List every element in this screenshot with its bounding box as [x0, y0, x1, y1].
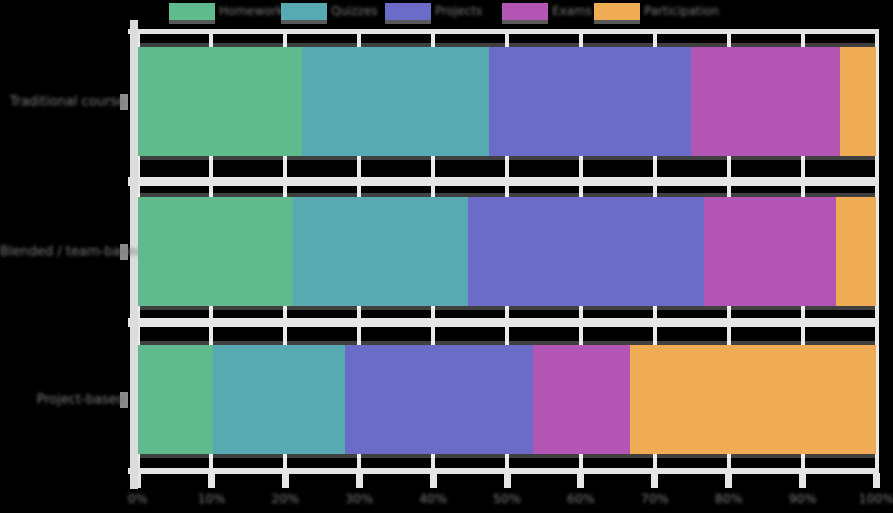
bar-segment-projects: [488, 47, 691, 156]
legend-label: Homework: [219, 4, 284, 18]
legend-label: Participation: [644, 4, 719, 18]
x-tick-label: 90%: [788, 491, 817, 506]
legend-label: Quizzes: [331, 4, 378, 18]
bar-segment-participation: [840, 47, 877, 156]
x-tick-label: 100%: [858, 491, 893, 506]
x-tick-label: 0%: [127, 491, 148, 506]
legend-swatch: [281, 3, 327, 20]
x-tick-mark: [577, 473, 585, 488]
x-tick-mark: [281, 473, 289, 488]
x-tick-mark: [134, 473, 141, 488]
legend-swatch: [594, 3, 640, 20]
x-tick-mark: [355, 473, 363, 488]
x-tick-label: 10%: [197, 491, 226, 506]
y-tick-mark: [120, 243, 128, 260]
legend-swatch: [502, 3, 548, 20]
y-tick-mark: [120, 391, 128, 408]
bar-segment-projects: [345, 345, 533, 454]
x-gridline: [874, 32, 879, 468]
x-tick-label: 70%: [640, 491, 669, 506]
bar-segment-quizzes: [212, 345, 346, 454]
x-tick-mark: [503, 473, 511, 488]
bar-row: [137, 345, 877, 454]
y-axis-spine: [130, 20, 138, 489]
row-separator-line: [128, 317, 879, 327]
x-tick-label: 80%: [714, 491, 743, 506]
bar-segment-participation: [630, 345, 877, 454]
x-tick-label: 20%: [271, 491, 300, 506]
category-label: Traditional course: [9, 94, 125, 109]
plot-bottom-border: [128, 468, 879, 474]
x-tick-label: 30%: [345, 491, 374, 506]
bar-segment-exams: [691, 47, 841, 156]
bar-segment-homework: [137, 345, 213, 454]
x-tick-mark: [429, 473, 437, 488]
bar-segment-homework: [137, 47, 303, 156]
plot-top-border: [128, 29, 879, 34]
bar-row: [137, 47, 877, 156]
x-tick-mark: [725, 473, 733, 488]
legend-swatch: [169, 3, 215, 20]
x-tick-label: 60%: [566, 491, 595, 506]
y-tick-mark: [120, 93, 128, 110]
x-tick-label: 50%: [493, 491, 521, 506]
category-label: Blended / team-based: [0, 244, 144, 259]
bar-row: [137, 197, 877, 306]
x-tick-mark: [873, 473, 880, 488]
bar-segment-exams: [532, 345, 631, 454]
legend-swatch: [385, 3, 431, 20]
bar-segment-quizzes: [302, 47, 489, 156]
legend-label: Exams: [552, 4, 592, 18]
bar-segment-projects: [467, 197, 704, 306]
bar-segment-participation: [835, 197, 877, 306]
category-label: Project-based: [36, 392, 125, 407]
bar-segment-homework: [137, 197, 294, 306]
row-separator-line: [128, 177, 879, 186]
x-tick-mark: [207, 473, 215, 488]
x-tick-mark: [651, 473, 659, 488]
bar-segment-quizzes: [293, 197, 468, 306]
bar-segment-exams: [703, 197, 836, 306]
legend-label: Projects: [435, 4, 483, 18]
x-tick-mark: [799, 473, 807, 488]
x-tick-label: 40%: [419, 491, 447, 506]
